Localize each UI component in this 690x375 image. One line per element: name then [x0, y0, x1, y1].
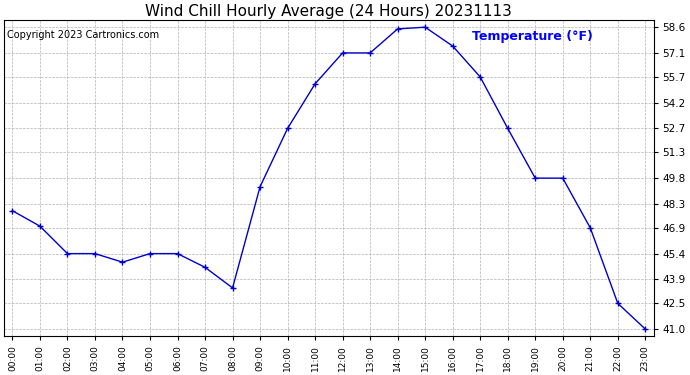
Text: Temperature (°F): Temperature (°F): [472, 30, 593, 43]
Title: Wind Chill Hourly Average (24 Hours) 20231113: Wind Chill Hourly Average (24 Hours) 202…: [146, 4, 512, 19]
Text: Copyright 2023 Cartronics.com: Copyright 2023 Cartronics.com: [8, 30, 159, 40]
